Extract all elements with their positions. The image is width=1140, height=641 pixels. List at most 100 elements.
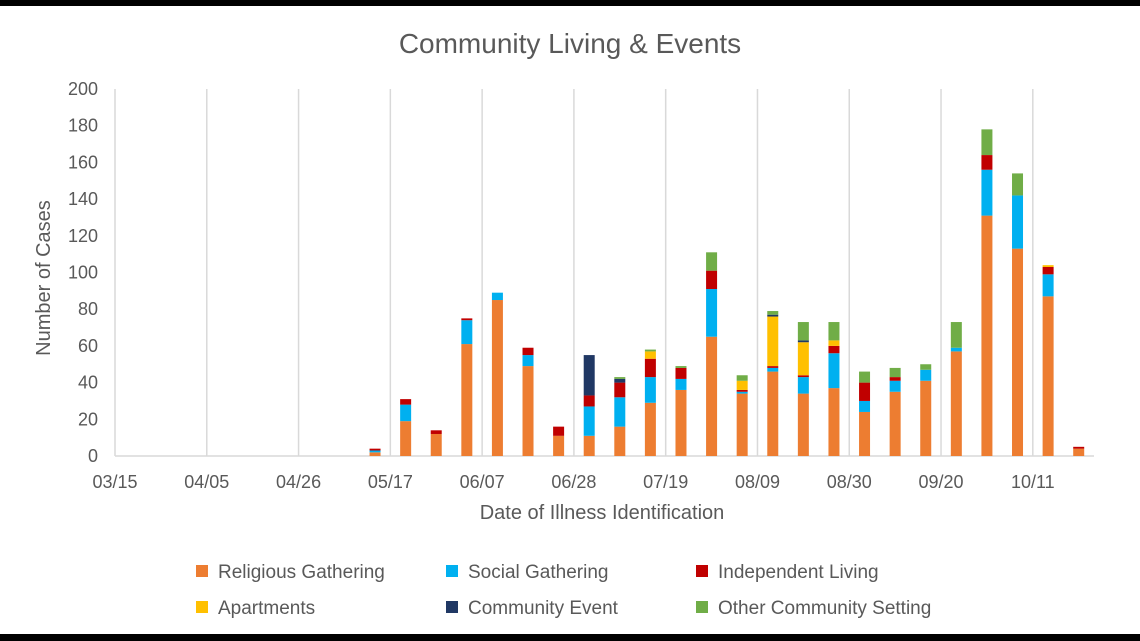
bar-segment (736, 380, 748, 390)
bar-segment (644, 358, 656, 378)
bar-segment (889, 377, 901, 381)
x-tick-label: 05/17 (368, 472, 413, 492)
legend-label: Community Event (468, 598, 619, 619)
bar-segment (644, 349, 656, 352)
x-tick-label: 06/28 (551, 472, 596, 492)
bar-segment (767, 314, 779, 317)
y-tick-label: 160 (68, 152, 98, 172)
gridlines (114, 89, 1034, 456)
bar-segment (889, 380, 901, 392)
bar-segment (1012, 248, 1024, 456)
y-tick-labels: 0 20 40 60 80 100 120 140 160 180 200 (68, 79, 98, 466)
legend-label: Social Gathering (468, 562, 608, 583)
bar-segment (736, 393, 748, 456)
bar-segment (767, 371, 779, 456)
bar-segment (950, 322, 962, 348)
bar-segment (369, 448, 381, 451)
bar-segment (614, 426, 626, 456)
bar-segment (614, 378, 626, 383)
y-tick-label: 80 (78, 299, 98, 319)
legend-swatch (696, 601, 708, 613)
bar-segment (461, 320, 473, 345)
bar-segment (614, 397, 626, 427)
bar-segment (369, 450, 381, 453)
y-tick-label: 200 (68, 79, 98, 99)
x-tick-label: 03/15 (92, 472, 137, 492)
legend-item: Religious Gathering (196, 562, 385, 583)
x-tick-labels: 03/15 04/05 04/26 05/17 06/07 06/28 07/19 08/09… (92, 472, 1054, 492)
bar-segment (767, 367, 779, 372)
bar-segment (920, 380, 932, 456)
legend-swatch (446, 601, 458, 613)
bar-segment (583, 435, 595, 456)
bar-segment (706, 336, 718, 456)
legend-swatch (446, 565, 458, 577)
bar-segment (920, 369, 932, 381)
chart-frame: Community Living & Events 0 20 40 60 80 100 12… (0, 6, 1140, 634)
bar-segment (950, 351, 962, 456)
bar-segment (522, 366, 534, 456)
bar-segment (828, 388, 840, 456)
bar-segment (1042, 265, 1054, 267)
bar-segment (797, 377, 809, 394)
bar-segment (859, 411, 871, 456)
legend-item: Apartments (196, 598, 315, 619)
bar-segment (1042, 266, 1054, 275)
bar-segment (797, 322, 809, 341)
bar-segment (797, 340, 809, 343)
bar-segment (1073, 446, 1085, 449)
legend-swatch (696, 565, 708, 577)
y-tick-label: 60 (78, 336, 98, 356)
bar-segment (1042, 274, 1054, 297)
x-axis-label: Date of Illness Identification (480, 502, 725, 524)
legend-swatch (196, 601, 208, 613)
x-tick-label: 10/11 (1011, 472, 1055, 492)
legend-item: Other Community Setting (696, 598, 931, 619)
bar-segment (675, 378, 687, 390)
bar-segment (828, 345, 840, 354)
bar-segment (369, 452, 381, 456)
bar-segment (583, 355, 595, 396)
legend-label: Independent Living (718, 562, 879, 583)
y-tick-label: 100 (68, 263, 98, 283)
y-tick-label: 120 (68, 226, 98, 246)
bar-segment (859, 400, 871, 412)
bar-segment (1073, 448, 1085, 456)
bar-segment (461, 344, 473, 456)
bar-segment (1012, 195, 1024, 249)
y-axis-label: Number of Cases (33, 200, 55, 356)
bar-segment (706, 289, 718, 337)
bar-segment (889, 391, 901, 456)
x-tick-label: 07/19 (643, 472, 688, 492)
bar-segment (1042, 296, 1054, 456)
bar-segment (553, 426, 565, 436)
bar-segment (828, 353, 840, 389)
bar-segment (522, 347, 534, 356)
y-tick-label: 40 (78, 373, 98, 393)
legend: Religious Gathering Social Gathering Indep… (196, 562, 931, 619)
y-tick-label: 140 (68, 189, 98, 209)
bar-segment (430, 433, 442, 456)
bar-segment (859, 371, 871, 383)
bar-segment (767, 311, 779, 315)
legend-swatch (196, 565, 208, 577)
bar-segment (981, 215, 993, 456)
x-tick-label: 08/30 (827, 472, 872, 492)
legend-item: Independent Living (696, 562, 879, 583)
bar-segment (950, 347, 962, 352)
bar-segment (981, 129, 993, 156)
bar-segment (644, 377, 656, 403)
bar-segment (491, 300, 503, 456)
legend-label: Apartments (218, 598, 315, 619)
bar-segment (400, 404, 412, 422)
x-tick-label: 04/05 (184, 472, 229, 492)
bar-segment (583, 395, 595, 407)
bar-segment (644, 402, 656, 456)
bar-segment (828, 322, 840, 341)
bar-segment (981, 155, 993, 170)
bar-segment (706, 252, 718, 271)
bar-segment (614, 377, 626, 379)
bar-segment (553, 435, 565, 456)
legend-item: Community Event (446, 598, 619, 619)
bar-segment (889, 367, 901, 378)
